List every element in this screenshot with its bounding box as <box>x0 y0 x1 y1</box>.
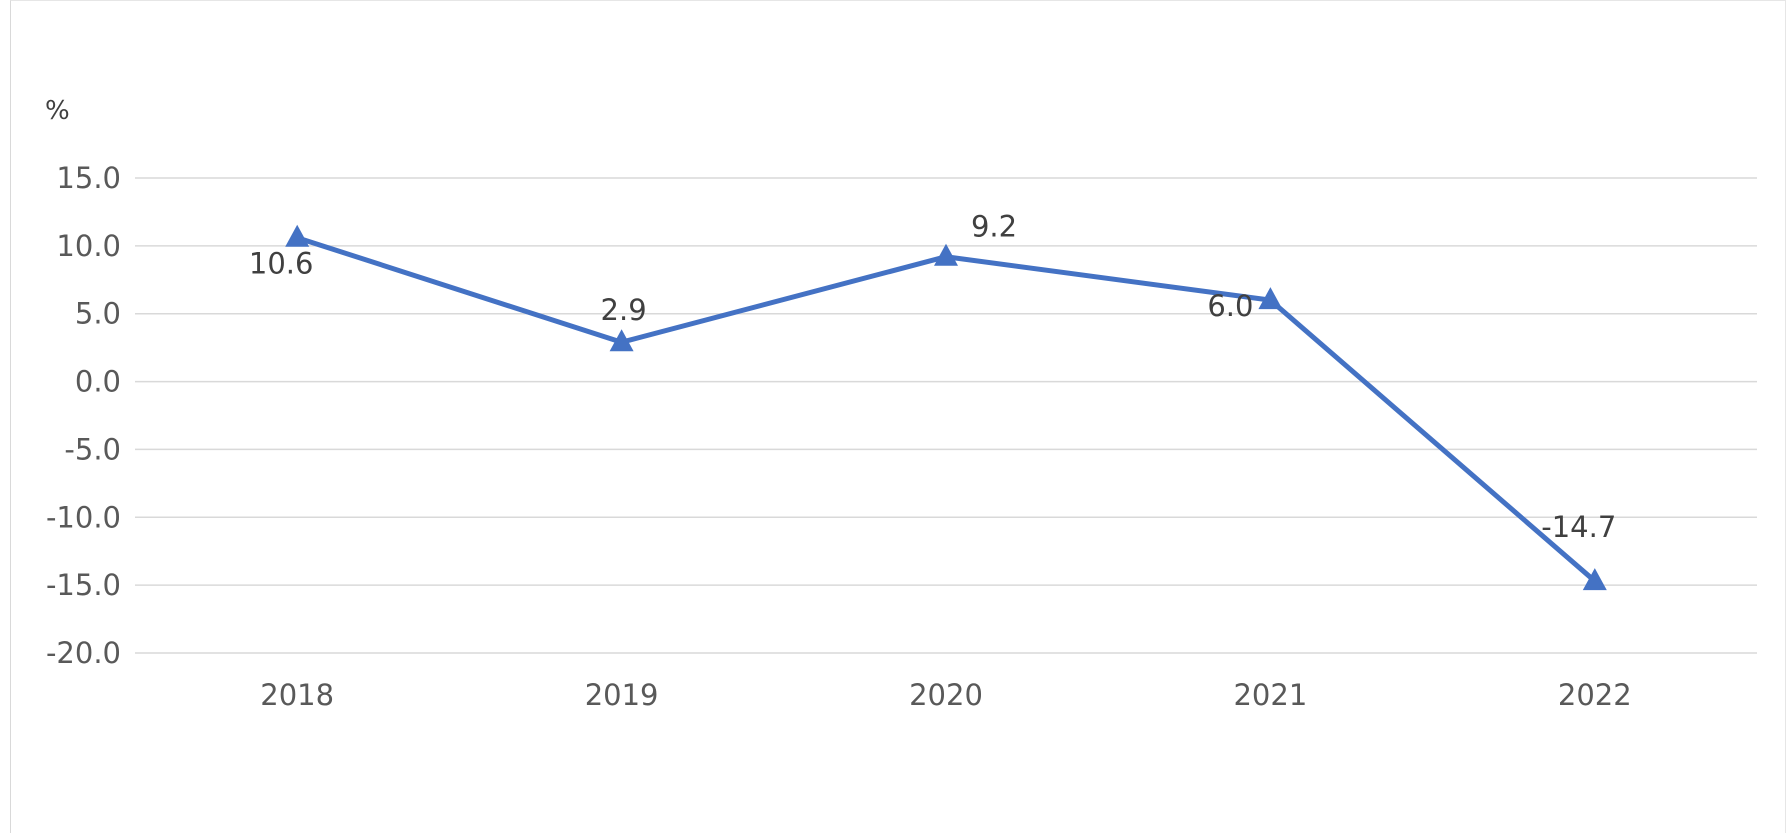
y-tick-label: 0.0 <box>75 365 121 399</box>
series-markers <box>285 224 1607 591</box>
line-chart: % 15.0 10.0 5.0 0.0 -5.0 -10.0 -15.0 -20.0 2018… <box>45 96 1757 712</box>
y-axis-tick-labels: 15.0 10.0 5.0 0.0 -5.0 -10.0 -15.0 -20.0 <box>46 161 121 670</box>
x-tick-label: 2020 <box>909 678 983 712</box>
data-point-marker <box>1258 287 1283 310</box>
data-label: 10.6 <box>249 247 314 281</box>
data-label: 6.0 <box>1207 289 1253 323</box>
y-tick-label: 15.0 <box>56 161 121 195</box>
data-point-marker <box>285 224 310 247</box>
data-label: 9.2 <box>971 210 1017 244</box>
y-tick-label: -10.0 <box>46 500 121 534</box>
data-point-marker <box>1582 568 1607 591</box>
chart-frame: % 15.0 10.0 5.0 0.0 -5.0 -10.0 -15.0 -20.0 2018… <box>10 0 1786 833</box>
data-label: -14.7 <box>1541 510 1616 544</box>
x-tick-label: 2022 <box>1558 678 1632 712</box>
gridlines <box>135 177 1757 654</box>
y-axis-unit-label: % <box>45 96 70 126</box>
y-tick-label: -5.0 <box>64 432 121 466</box>
x-tick-label: 2019 <box>585 678 659 712</box>
data-point-marker <box>609 329 634 352</box>
x-tick-label: 2018 <box>260 678 334 712</box>
y-tick-label: 5.0 <box>75 297 121 331</box>
y-tick-label: 10.0 <box>56 229 121 263</box>
data-point-marker <box>934 243 958 266</box>
x-axis-tick-labels: 2018 2019 2020 2021 2022 <box>260 678 1631 712</box>
data-label: 2.9 <box>601 293 647 327</box>
y-tick-label: -20.0 <box>46 636 121 670</box>
data-labels: 10.6 2.9 9.2 6.0 -14.7 <box>249 210 1616 544</box>
series-line <box>294 235 1598 584</box>
y-tick-label: -15.0 <box>46 568 121 602</box>
series-line-path <box>294 235 1598 584</box>
x-tick-label: 2021 <box>1233 678 1307 712</box>
